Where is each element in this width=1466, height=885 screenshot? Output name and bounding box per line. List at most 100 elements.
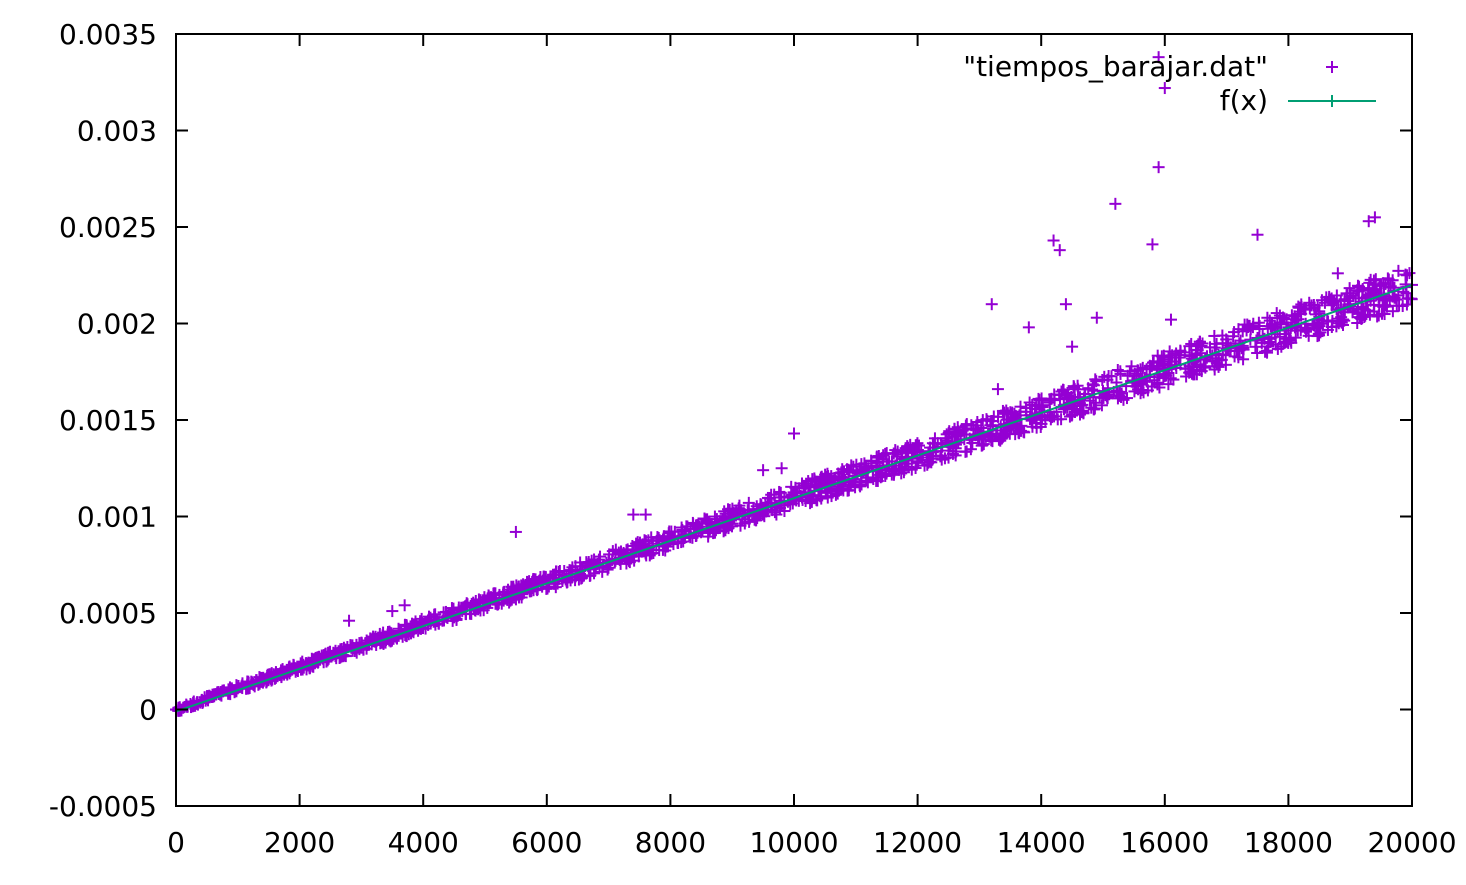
data-point <box>888 465 901 478</box>
data-point-outlier <box>1146 238 1159 251</box>
data-point <box>709 524 722 537</box>
data-point <box>1351 317 1364 330</box>
data-point-outlier <box>1047 234 1060 247</box>
data-point <box>319 648 332 661</box>
data-point <box>870 474 883 487</box>
series-layer <box>170 51 1418 717</box>
data-point <box>503 596 516 609</box>
data-point <box>1051 413 1064 426</box>
data-point-outlier <box>775 462 788 475</box>
data-point <box>374 632 387 645</box>
data-point-outlier <box>1152 161 1165 174</box>
data-point-outlier <box>985 298 998 311</box>
data-point-outlier <box>1090 311 1103 324</box>
x-tick-label: 14000 <box>997 826 1086 859</box>
data-point <box>1095 399 1108 412</box>
data-point <box>959 445 972 458</box>
legend-marker-data <box>1326 61 1338 73</box>
data-point <box>1212 354 1225 367</box>
data-point <box>1232 351 1245 364</box>
tick-layer: 0 2000 4000 6000 8000 10000 12000 14000 16000 180… <box>49 18 1457 859</box>
data-point <box>1330 289 1343 302</box>
data-point <box>1167 373 1180 386</box>
data-point-outlier <box>1368 211 1381 224</box>
data-point-outlier <box>757 464 770 477</box>
y-tick-label: 0.002 <box>77 308 157 341</box>
data-point <box>1325 321 1338 334</box>
data-point <box>676 523 689 536</box>
data-point-outlier <box>1059 298 1072 311</box>
data-point <box>618 548 631 561</box>
data-point <box>1264 320 1277 333</box>
data-point <box>594 550 607 563</box>
data-point <box>1244 323 1257 336</box>
data-point <box>1265 318 1278 331</box>
data-point <box>1180 370 1193 383</box>
fit-line <box>175 283 1413 713</box>
data-point <box>553 564 566 577</box>
data-point <box>938 452 951 465</box>
plot-frame <box>175 33 1413 807</box>
data-point <box>1135 383 1148 396</box>
data-point-outlier <box>1251 228 1264 241</box>
data-point <box>1190 358 1203 371</box>
data-point <box>718 510 731 523</box>
data-point <box>1057 384 1070 397</box>
data-point <box>1349 292 1362 305</box>
data-point <box>1113 389 1126 402</box>
data-point <box>303 661 316 674</box>
data-point <box>287 658 300 671</box>
data-point <box>838 465 851 478</box>
data-point <box>909 439 922 452</box>
data-point <box>588 567 601 580</box>
data-point <box>631 537 644 550</box>
data-point-outlier <box>398 599 411 612</box>
data-point <box>977 438 990 451</box>
data-point <box>1045 410 1058 423</box>
data-point <box>825 484 838 497</box>
data-point <box>1341 287 1354 300</box>
data-point <box>931 437 944 450</box>
data-point <box>1067 380 1080 393</box>
data-point <box>948 427 961 440</box>
data-point <box>1400 287 1413 300</box>
data-point <box>1111 392 1124 405</box>
data-point <box>1285 309 1298 322</box>
data-point <box>1252 316 1265 329</box>
data-point <box>596 560 609 573</box>
data-series-points <box>170 51 1418 717</box>
x-tick-label: 20000 <box>1367 826 1456 859</box>
data-point <box>1191 344 1204 357</box>
data-point <box>742 496 755 509</box>
data-point <box>1032 392 1045 405</box>
y-tick-label: 0.0025 <box>59 211 157 244</box>
data-point <box>1172 351 1185 364</box>
x-tick-label: 12000 <box>873 826 962 859</box>
data-point-outlier <box>1158 82 1171 95</box>
data-point <box>1261 344 1274 357</box>
data-point <box>1014 400 1027 413</box>
data-point <box>1288 310 1301 323</box>
data-point <box>960 418 973 431</box>
y-tick-label: -0.0005 <box>49 790 157 823</box>
data-point <box>765 488 778 501</box>
data-point-outlier <box>386 605 399 618</box>
data-point-outlier <box>1066 340 1079 353</box>
data-point <box>749 514 762 527</box>
data-point <box>585 554 598 567</box>
data-point <box>793 482 806 495</box>
data-point <box>738 517 751 530</box>
data-point <box>925 452 938 465</box>
data-point <box>1403 267 1416 280</box>
data-point <box>367 630 380 643</box>
data-point <box>1204 341 1217 354</box>
x-tick-label: 10000 <box>749 826 838 859</box>
data-point <box>698 512 711 525</box>
data-point <box>515 579 528 592</box>
data-point <box>1378 308 1391 321</box>
data-point-outlier <box>1362 215 1375 228</box>
data-point <box>887 447 900 460</box>
data-point <box>1318 296 1331 309</box>
data-point <box>1001 423 1014 436</box>
